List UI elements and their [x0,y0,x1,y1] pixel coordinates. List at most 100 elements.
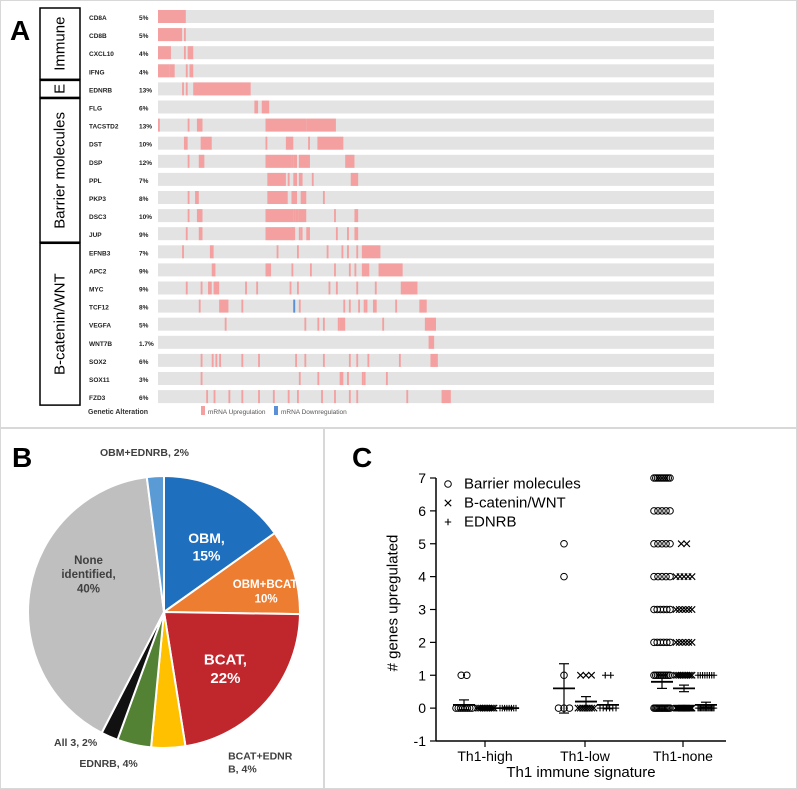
upregulation-mark [395,299,398,313]
upregulation-mark [183,46,186,60]
upregulation-mark [304,353,307,367]
upregulation-mark [265,154,292,168]
upregulation-mark [321,390,323,404]
gene-percent: 6% [139,359,149,366]
upregulation-mark [306,118,336,132]
upregulation-mark [348,353,351,367]
legend-label: B-catenin/WNT [464,495,566,512]
legend-marker [444,480,452,488]
panel-c-label: C [352,442,372,473]
upregulation-mark [265,136,268,150]
data-point [587,671,596,679]
upregulation-mark [308,136,310,150]
panel-a-label: A [10,15,30,46]
upregulation-mark [361,372,364,385]
pie-slice-label: 15% [192,547,221,563]
upregulation-mark [265,227,294,241]
legend-label: Barrier molecules [464,476,581,493]
upregulation-mark [291,154,294,168]
legend-title: Genetic Alteration [88,409,148,416]
upregulation-mark [348,299,351,313]
x-tick-label: Th1-high [457,748,512,764]
upregulation-mark [256,281,259,295]
pie-slice-label: All 3, 2% [54,737,98,749]
upregulation-mark [158,46,171,60]
upregulation-mark [206,390,209,404]
gene-track-background [158,263,714,277]
upregulation-mark [254,100,259,114]
x-tick-label: Th1-low [560,748,611,764]
data-point [675,605,683,614]
data-point [565,704,574,712]
data-point [686,704,694,712]
upregulation-mark [322,317,325,331]
gene-name: DSP [89,160,103,167]
gene-percent: 9% [139,268,149,275]
upregulation-mark [356,245,359,259]
pie-slice-label: identified, [61,569,115,581]
upregulation-mark [182,82,184,96]
data-point [663,605,671,614]
data-point [576,671,585,679]
gene-percent: 5% [139,33,149,40]
gene-track-background [158,227,714,241]
data-point [710,672,718,679]
upregulation-mark [378,263,403,277]
upregulation-mark [224,317,227,331]
upregulation-mark [291,263,294,277]
data-point [457,671,466,680]
gene-percent: 6% [139,106,149,113]
upregulation-mark [267,172,286,186]
upregulation-mark [298,209,307,223]
data-point [560,539,568,548]
upregulation-mark [293,154,297,168]
upregulation-mark [356,353,359,367]
data-point [683,540,691,548]
upregulation-mark [183,136,188,150]
downregulation-mark [293,299,296,313]
upregulation-mark [354,227,359,241]
data-point [682,605,690,614]
y-tick-label: 3 [418,602,426,618]
upregulation-mark [289,281,292,295]
gene-name: TACSTD2 [89,124,119,131]
upregulation-mark [354,263,357,277]
upregulation-mark [265,100,270,114]
oncoprint-heatmap: CD8A 5% CD8B 5% CXCL10 4% IFNG 4% EDNRB 13% FLG 6% T… [89,10,714,404]
gene-percent: 3% [139,377,149,384]
upregulation-mark [196,118,203,132]
upregulation-mark [187,118,190,132]
gene-percent: 9% [139,232,149,239]
data-point [685,638,693,646]
upregulation-mark [317,372,320,385]
upregulation-mark [326,245,329,259]
upregulation-mark [356,281,359,295]
legend-marker [444,499,452,507]
upregulation-mark [185,281,188,295]
pie-slice-label: None [74,555,103,567]
gene-track-background [158,46,714,60]
data-point [666,704,674,712]
gene-percent: 7% [139,178,149,185]
gene-percent: 5% [139,15,149,22]
data-point [607,672,614,679]
upregulation-mark [335,281,338,295]
upregulation-mark [358,299,361,313]
upregulation-mark [272,390,275,404]
upregulation-mark [298,227,301,241]
data-point [666,638,674,647]
gene-group-brackets: Immune E Barrier molecules B-catenin/WNT [39,7,81,406]
upregulation-mark [185,82,188,96]
upregulation-mark [424,317,436,331]
gene-track-background [158,191,714,204]
upregulation-mark [406,390,409,404]
upregulation-mark [193,82,251,96]
pie-slice [162,610,301,748]
upregulation-mark [185,227,188,241]
upregulation-mark [211,263,216,277]
upregulation-mark [354,209,359,223]
upregulation-mark [304,317,307,331]
data-point [666,539,674,548]
upregulation-mark [345,154,355,168]
